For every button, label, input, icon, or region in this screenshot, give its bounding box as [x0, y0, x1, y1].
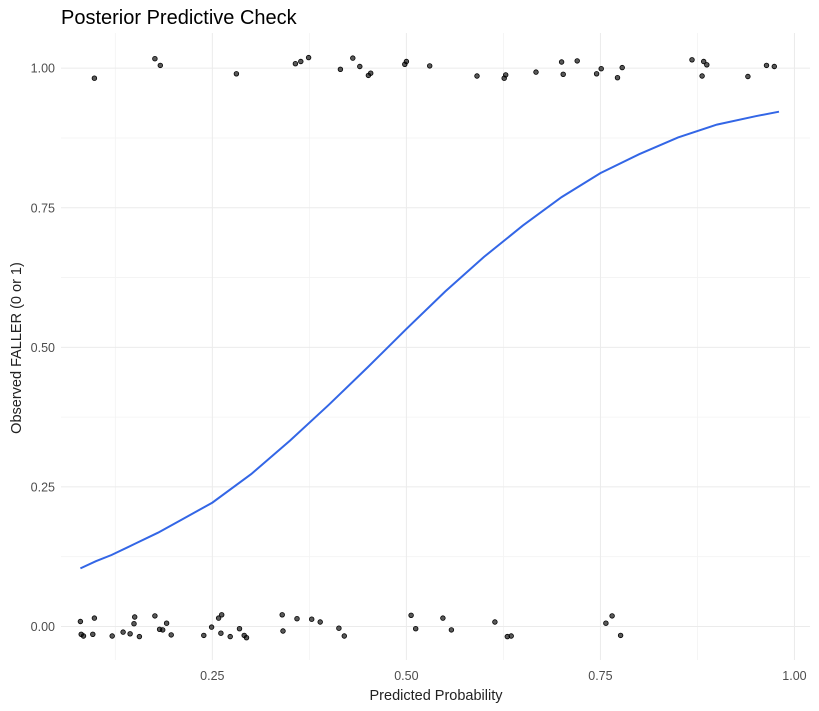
- data-point: [609, 613, 615, 619]
- data-point: [337, 66, 344, 72]
- data-point: [77, 618, 84, 625]
- data-point: [163, 620, 170, 626]
- y-axis-title: Observed FALLER (0 or 1): [9, 262, 25, 434]
- x-tick-label: 0.75: [588, 669, 612, 683]
- x-tick-label: 1.00: [782, 669, 806, 683]
- y-tick-label: 0.00: [31, 620, 55, 634]
- data-point: [558, 59, 565, 65]
- data-point: [614, 74, 621, 81]
- data-point: [408, 612, 414, 618]
- data-point: [508, 633, 514, 639]
- data-point: [131, 621, 137, 627]
- y-tick-label: 0.50: [31, 341, 55, 355]
- data-point: [593, 71, 600, 77]
- y-tick-label: 0.25: [31, 480, 55, 494]
- data-point: [120, 629, 126, 635]
- data-point: [598, 65, 604, 72]
- data-point: [403, 58, 410, 65]
- y-tick-label: 0.75: [31, 201, 55, 215]
- data-point: [309, 616, 315, 622]
- data-point: [699, 73, 705, 79]
- data-point: [236, 626, 243, 632]
- data-point: [157, 62, 163, 69]
- data-point: [136, 633, 143, 640]
- data-point: [368, 70, 374, 76]
- data-point: [474, 73, 480, 79]
- x-tick-label: 0.50: [394, 669, 418, 683]
- data-point: [91, 615, 98, 621]
- data-point: [233, 71, 240, 77]
- data-point: [574, 58, 580, 64]
- data-point: [771, 63, 777, 70]
- data-point: [413, 626, 419, 632]
- data-point: [763, 62, 770, 69]
- data-point: [201, 632, 207, 639]
- data-point: [279, 612, 285, 618]
- data-point: [131, 614, 138, 620]
- data-point: [218, 630, 224, 636]
- data-point: [745, 73, 751, 80]
- grid-lines: [61, 33, 810, 660]
- data-point: [317, 619, 323, 625]
- x-tick-label: 0.25: [200, 669, 224, 683]
- data-point: [689, 57, 695, 63]
- y-tick-labels: 0.00 0.25 0.50 0.75 1.00: [31, 62, 55, 634]
- data-point: [427, 63, 433, 69]
- data-point: [215, 615, 222, 621]
- data-point: [701, 58, 707, 65]
- data-point: [168, 632, 174, 638]
- data-point: [619, 64, 625, 71]
- chart-title: Posterior Predictive Check: [61, 7, 298, 29]
- data-point: [127, 631, 133, 637]
- data-point: [298, 58, 304, 65]
- data-point: [533, 69, 539, 75]
- data-point: [159, 627, 166, 633]
- data-point: [152, 613, 158, 619]
- y-tick-label: 1.00: [31, 62, 55, 76]
- data-point: [350, 55, 356, 61]
- data-point: [80, 633, 87, 639]
- data-point: [152, 56, 158, 62]
- data-point: [617, 632, 624, 639]
- data-point: [243, 635, 250, 641]
- data-point: [560, 71, 566, 77]
- data-point: [448, 627, 455, 633]
- data-point: [90, 631, 96, 637]
- data-point: [341, 633, 347, 639]
- data-point: [280, 628, 286, 634]
- data-point: [292, 61, 299, 67]
- x-tick-labels: 0.25 0.50 0.75 1.00: [200, 669, 807, 683]
- smooth-fit-layer: [79, 110, 780, 570]
- smooth-fit-line: [79, 110, 780, 570]
- data-point: [603, 620, 609, 626]
- data-point: [227, 633, 233, 640]
- data-point: [492, 619, 498, 625]
- data-point: [503, 72, 509, 78]
- data-point: [357, 63, 363, 70]
- data-points-layer: [77, 54, 777, 641]
- data-point: [218, 612, 225, 618]
- data-point: [336, 625, 342, 631]
- data-point: [109, 633, 115, 639]
- data-point: [704, 62, 710, 68]
- x-axis-title: Predicted Probability: [370, 688, 504, 704]
- data-point: [294, 616, 300, 622]
- data-point: [91, 75, 98, 81]
- data-point: [305, 54, 312, 61]
- data-point: [440, 615, 446, 621]
- data-point: [208, 624, 215, 630]
